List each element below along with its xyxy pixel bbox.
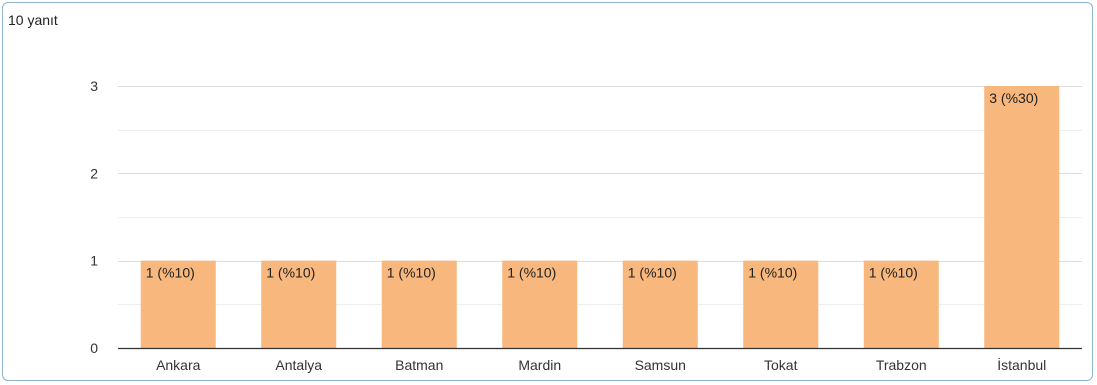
x-tick-label: Trabzon (876, 357, 927, 373)
x-tick-label: Samsun (635, 357, 686, 373)
bar (863, 260, 939, 348)
y-tick-label: 2 (90, 165, 98, 181)
bar-data-labels: 1 (%10) 1 (%10) 1 (%10) 1 (%10) 1 (%10) 1 (%1… (146, 90, 1039, 281)
x-axis-ticks: Ankara Antalya Batman Mardin Samsun Tokat Trab… (156, 356, 1046, 373)
bar (381, 260, 457, 348)
bar-data-label: 3 (%30) (989, 90, 1038, 106)
response-count: 10 yanıt (8, 12, 58, 28)
x-tick-label: Ankara (156, 357, 201, 373)
bar-data-label: 1 (%10) (266, 265, 315, 281)
bar (502, 260, 578, 348)
bar (743, 260, 819, 348)
x-tick-label: Mardin (518, 357, 561, 373)
x-tick-label: Batman (395, 357, 443, 373)
bar (140, 260, 216, 348)
y-axis-ticks: 0 1 2 3 (90, 78, 98, 356)
bar-data-label: 1 (%10) (387, 265, 436, 281)
bar-data-label: 1 (%10) (628, 265, 677, 281)
x-tick-label: Antalya (275, 357, 322, 373)
bar (622, 260, 698, 348)
x-tick-label: İstanbul (997, 356, 1046, 373)
bar (984, 86, 1060, 348)
bar-data-label: 1 (%10) (507, 265, 556, 281)
bar-data-label: 1 (%10) (748, 265, 797, 281)
y-tick-label: 3 (90, 78, 98, 94)
bar (261, 260, 337, 348)
bar-data-label: 1 (%10) (146, 265, 195, 281)
y-tick-label: 1 (90, 253, 98, 269)
y-tick-label: 0 (90, 340, 98, 356)
bar-data-label: 1 (%10) (869, 265, 918, 281)
bars (140, 86, 1060, 348)
x-tick-label: Tokat (764, 357, 798, 373)
